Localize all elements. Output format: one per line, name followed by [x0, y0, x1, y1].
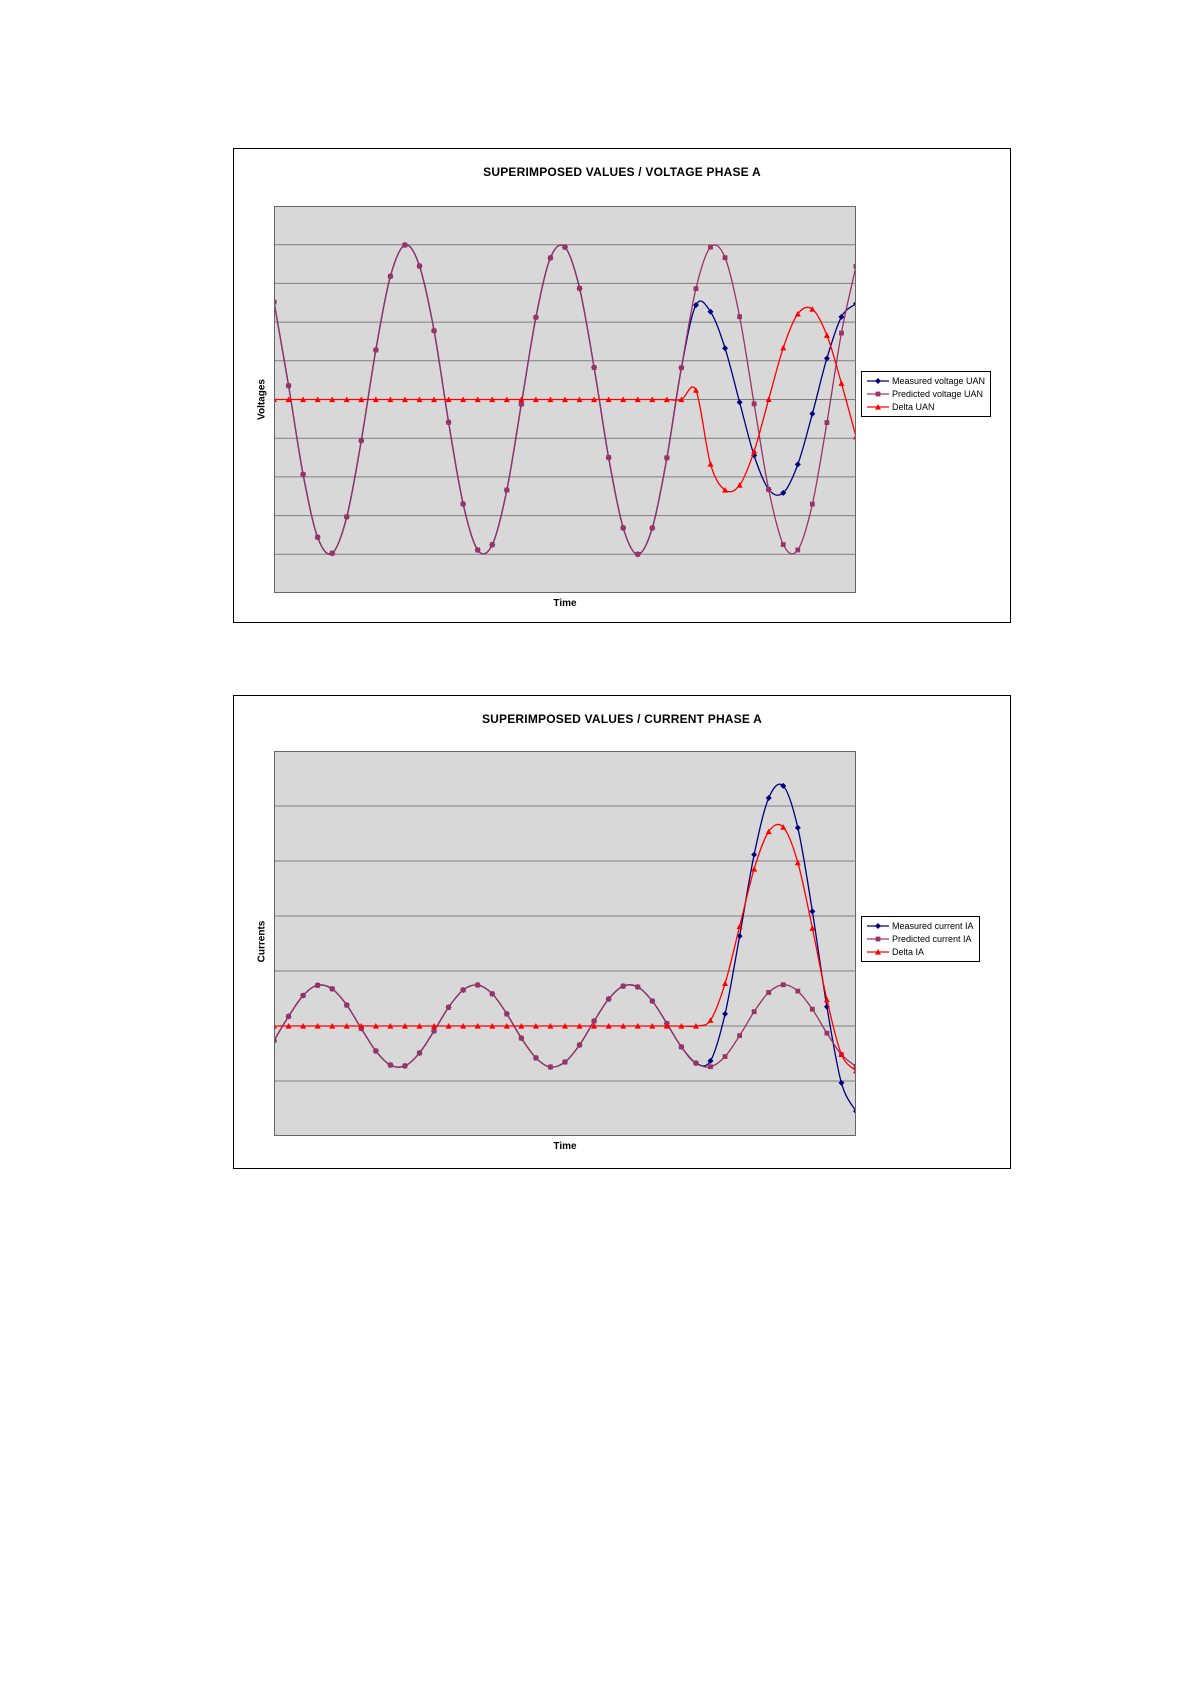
legend-label: Predicted current IA — [892, 934, 972, 944]
predicted-voltage-marker-icon — [867, 391, 889, 397]
legend-label: Measured voltage UAN — [892, 376, 986, 386]
current-chart-title: SUPERIMPOSED VALUES / CURRENT PHASE A — [481, 712, 763, 726]
delta-uan-marker-icon — [867, 404, 889, 410]
current-legend: Measured current IA Predicted current IA… — [861, 916, 980, 962]
delta-ia-marker-icon — [867, 949, 889, 955]
legend-label: Delta UAN — [892, 402, 935, 412]
voltage-chart-title: SUPERIMPOSED VALUES / VOLTAGE PHASE A — [483, 165, 761, 179]
current-y-axis-title: Currents — [256, 920, 268, 963]
legend-label: Predicted voltage UAN — [892, 389, 984, 399]
voltage-plot-area — [274, 206, 856, 593]
current-plot-area — [274, 751, 856, 1136]
measured-voltage-marker-icon — [867, 378, 889, 384]
legend-item-delta-ia: Delta IA — [867, 947, 974, 957]
voltage-y-axis-title: Voltages — [256, 379, 268, 420]
legend-item-predicted-current: Predicted current IA — [867, 934, 974, 944]
legend-label: Delta IA — [892, 947, 925, 957]
voltage-x-axis-title: Time — [553, 598, 577, 609]
legend-item-delta-uan: Delta UAN — [867, 402, 985, 412]
legend-item-measured-voltage: Measured voltage UAN — [867, 376, 985, 386]
current-x-axis-title: Time — [553, 1141, 577, 1152]
legend-item-predicted-voltage: Predicted voltage UAN — [867, 389, 985, 399]
measured-current-marker-icon — [867, 923, 889, 929]
legend-item-measured-current: Measured current IA — [867, 921, 974, 931]
predicted-current-marker-icon — [867, 936, 889, 942]
legend-label: Measured current IA — [892, 921, 974, 931]
voltage-legend: Measured voltage UAN Predicted voltage U… — [861, 371, 992, 417]
voltage-chart-frame: SUPERIMPOSED VALUES / VOLTAGE PHASE A Vo… — [233, 148, 1011, 623]
current-chart-frame: SUPERIMPOSED VALUES / CURRENT PHASE A Cu… — [233, 695, 1011, 1169]
